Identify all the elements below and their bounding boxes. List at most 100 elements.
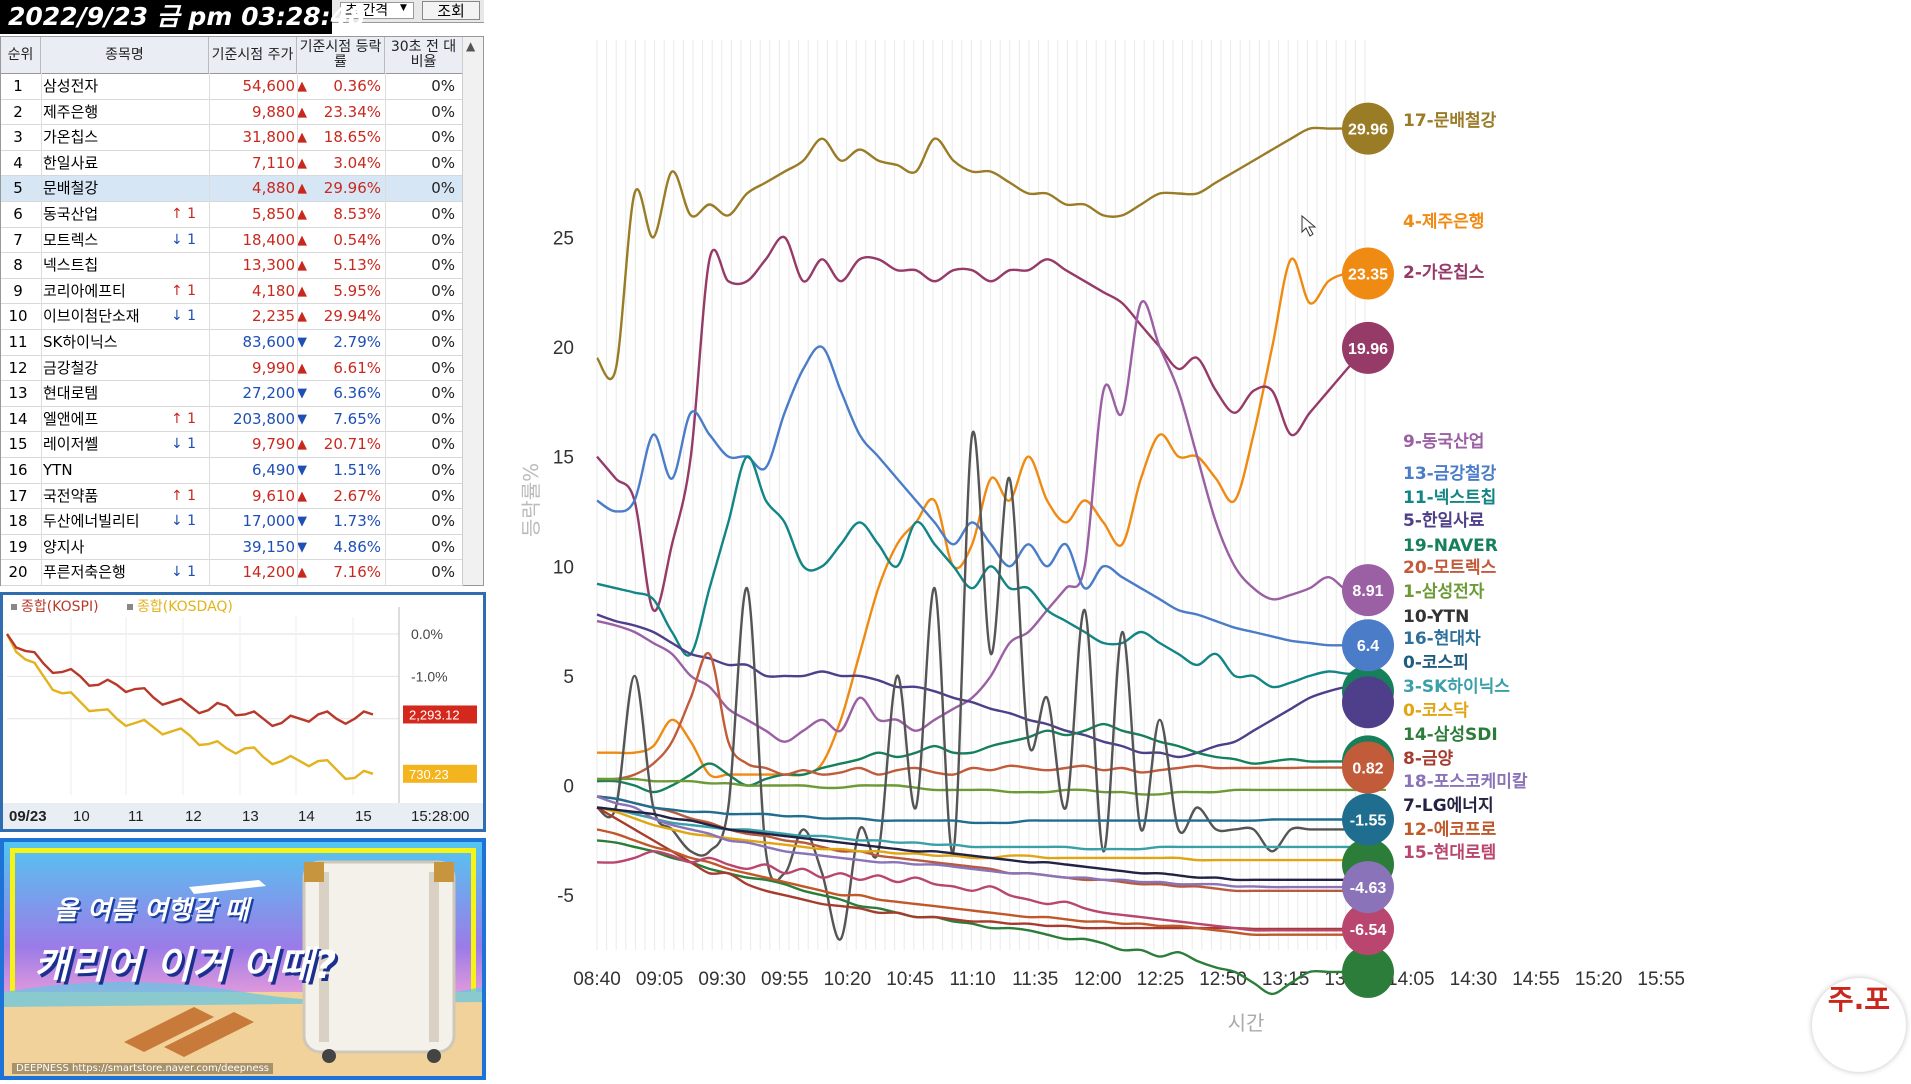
name-cell: 모트렉스 [43, 230, 99, 249]
rank-cell: 6 [13, 205, 23, 223]
x-tick-label: 11:10 [950, 969, 996, 990]
kosdaq-value: 730.23 [409, 767, 449, 782]
rank-cell: 4 [13, 153, 23, 172]
name-cell: 금강철강 [43, 358, 99, 377]
price-cell: 7,110 [252, 153, 295, 172]
table-row[interactable]: 20 푸른저축은행 ↓ 1 14,200 ▲ 7.16% 0% [1, 560, 463, 586]
rank-cell: 19 [8, 537, 28, 556]
index-mini-chart: 0.0%-1.0%-2.0%종합(KOSPI)종합(KOSDAQ)2,293.1… [0, 592, 486, 832]
name-cell: 양지사 [43, 537, 85, 556]
table-row[interactable]: 3 가온칩스 31,800 ▲ 18.65% 0% [1, 125, 463, 151]
end-value-label: 29.96 [1348, 122, 1388, 139]
table-row[interactable]: 6 동국산업 ↑ 1 5,850 ▲ 8.53% 0% [1, 202, 463, 228]
series-legend-label: 16-현대차 [1403, 629, 1481, 649]
table-row[interactable]: 12 금강철강 9,990 ▲ 6.61% 0% [1, 356, 463, 382]
price-cell: 9,990 [252, 358, 295, 377]
down-triangle-icon: ▼ [297, 411, 307, 427]
r30-cell: 0% [431, 512, 455, 531]
table-row[interactable]: 14 엘앤에프 ↑ 1 203,800 ▼ 7.65% 0% [1, 407, 463, 433]
table-row[interactable]: 11 SK하이닉스 83,600 ▼ 2.79% 0% [1, 330, 463, 356]
kospi-line [6, 633, 374, 728]
table-header: 순위 종목명 기준시점 주가 기준시점 등락률 30초 전 대비율 [1, 37, 483, 74]
rank-cell: 5 [13, 179, 23, 198]
price-cell: 4,180 [252, 281, 295, 300]
name-cell: 문배철강 [43, 179, 99, 198]
name-cell: 이브이첨단소재 [43, 307, 140, 326]
up-triangle-icon: ▲ [297, 258, 307, 274]
series-line [596, 806, 1366, 882]
up-triangle-icon: ▲ [297, 488, 307, 504]
end-value-bubble [1342, 247, 1394, 300]
mini-y-tick: -1.0% [411, 668, 448, 684]
rate-cell: 2.67% [333, 486, 381, 505]
rank-cell: 14 [8, 409, 28, 428]
rate-cell: 5.13% [333, 256, 381, 275]
table-row[interactable]: 10 이브이첨단소재 ↓ 1 2,235 ▲ 29.94% 0% [1, 304, 463, 330]
index-mini-chart-svg: 0.0%-1.0%-2.0%종합(KOSPI)종합(KOSDAQ)2,293.1… [3, 595, 483, 829]
scroll-up-icon[interactable]: ▲ [466, 39, 476, 53]
r30-cell: 0% [431, 77, 455, 95]
end-value-label: 6.4 [1357, 638, 1379, 655]
mini-y-tick: 0.0% [411, 626, 443, 642]
table-row[interactable]: 7 모트렉스 ↓ 1 18,400 ▲ 0.54% 0% [1, 228, 463, 254]
table-row[interactable]: 5 문배철강 4,880 ▲ 29.96% 0% [1, 176, 463, 202]
left-panel: 2022/9/23 금 pm 03:28:48 초 간격 ▼ 조회 순위 종목명… [0, 0, 486, 1080]
table-row[interactable]: 15 레이저쎌 ↓ 1 9,790 ▲ 20.71% 0% [1, 432, 463, 458]
header-r30[interactable]: 30초 전 대비율 [385, 37, 463, 73]
legend-marker [127, 604, 133, 610]
table-scrollbar[interactable]: ▲ [462, 37, 483, 585]
rank-cell: 20 [8, 563, 28, 582]
rank-move-cell: ↑ 1 [171, 410, 197, 427]
series-legend-label: 3-SK하이닉스 [1403, 677, 1510, 697]
price-cell: 83,600 [242, 333, 296, 351]
table-row[interactable]: 13 현대로템 27,200 ▼ 6.36% 0% [1, 381, 463, 407]
mini-x-tick: 10 [73, 808, 90, 825]
r30-cell: 0% [431, 384, 455, 403]
table-row[interactable]: 9 코리아에프티 ↑ 1 4,180 ▲ 5.95% 0% [1, 279, 463, 305]
header-price[interactable]: 기준시점 주가 [209, 37, 297, 73]
header-name[interactable]: 종목명 [41, 37, 209, 73]
x-tick-label: 09:55 [761, 969, 809, 990]
rank-cell: 10 [8, 307, 28, 326]
price-cell: 13,300 [242, 256, 296, 275]
table-row[interactable]: 2 제주은행 9,880 ▲ 23.34% 0% [1, 100, 463, 126]
table-row[interactable]: 1 삼성전자 54,600 ▲ 0.36% 0% [1, 74, 463, 100]
rate-cell: 7.65% [333, 409, 381, 428]
price-cell: 203,800 [232, 409, 295, 428]
channel-logo: 주.포 [1812, 978, 1906, 1072]
rate-cell: 29.96% [323, 179, 381, 198]
ad-banner[interactable]: 올 여름 여행갈 때 캐리어 이거 어때? DEEPNESS https://s… [0, 838, 486, 1080]
table-row[interactable]: 8 넥스트칩 13,300 ▲ 5.13% 0% [1, 253, 463, 279]
mini-x-tick: 13 [242, 808, 259, 825]
series-legend-label: 19-NAVER [1403, 536, 1498, 556]
chevron-down-icon[interactable]: ▼ [400, 3, 407, 13]
header-rate[interactable]: 기준시점 등락률 [297, 37, 385, 73]
series-line [596, 795, 1367, 825]
legend-marker [11, 604, 17, 610]
y-axis-label: 등락률% [519, 463, 543, 537]
ranking-table: 순위 종목명 기준시점 주가 기준시점 등락률 30초 전 대비율 1 삼성전자 5… [0, 36, 484, 586]
up-triangle-icon: ▲ [297, 181, 307, 197]
rank-cell: 3 [13, 128, 23, 147]
up-triangle-icon: ▲ [297, 565, 307, 581]
end-value-bubble [1342, 102, 1394, 155]
rate-cell: 5.95% [333, 281, 381, 300]
table-row[interactable]: 4 한일사료 7,110 ▲ 3.04% 0% [1, 151, 463, 177]
table-row[interactable]: 19 양지사 39,150 ▼ 4.86% 0% [1, 535, 463, 561]
end-value-bubble [1342, 793, 1394, 846]
name-cell: 동국산업 [43, 205, 99, 223]
name-cell: 한일사료 [43, 153, 99, 172]
rate-cell: 6.61% [333, 358, 381, 377]
ad-footer[interactable]: DEEPNESS https://smartstore.naver.com/de… [12, 1063, 274, 1074]
price-cell: 39,150 [242, 537, 296, 556]
header-rank[interactable]: 순위 [1, 37, 41, 73]
ad-headline-1: 올 여름 여행갈 때 [54, 896, 249, 926]
r30-cell: 0% [431, 179, 455, 198]
table-row[interactable]: 18 두산에너빌리티 ↓ 1 17,000 ▼ 1.73% 0% [1, 509, 463, 535]
table-row[interactable]: 17 국전약품 ↑ 1 9,610 ▲ 2.67% 0% [1, 484, 463, 510]
query-button[interactable]: 조회 [422, 1, 480, 20]
ad-headline-2: 캐리어 이거 어때? [34, 943, 338, 987]
interval-select[interactable]: 초 간격 [340, 2, 414, 19]
table-row[interactable]: 16 YTN 6,490 ▼ 1.51% 0% [1, 458, 463, 484]
kosdaq-line [5, 633, 374, 781]
